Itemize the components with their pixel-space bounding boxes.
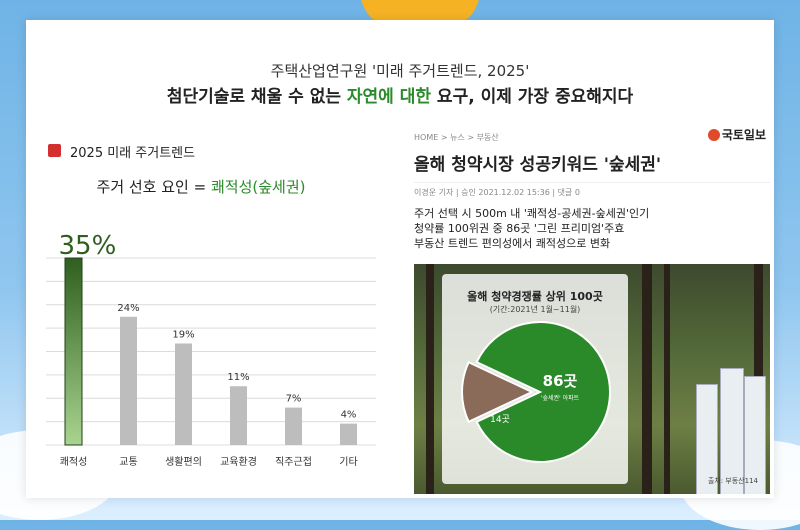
pie-source: 출처: 부동산114 [707, 477, 758, 485]
header-line2: 첨단기술로 채울 수 없는 자연에 대한 요구, 이제 가장 중요해지다 [26, 82, 774, 107]
category-label: 직주근접 [275, 456, 312, 468]
news-body-line: 부동산 트렌드 편의성에서 쾌적성으로 변화 [414, 237, 611, 250]
header-line2-post: 요구, 이제 가장 중요해지다 [431, 87, 634, 107]
bar-교통 [120, 316, 137, 445]
pie-main-value: 86곳 [543, 372, 578, 390]
bar-쾌적성 [64, 257, 83, 446]
pie-period: (기간:2021년 1월~11월) [489, 305, 581, 314]
breadcrumb[interactable]: HOME > 뉴스 > 부동산 [414, 133, 499, 142]
news-title[interactable]: 올해 청약시장 성공키워드 '숲세권' [414, 155, 662, 175]
category-label: 생활편의 [165, 455, 202, 468]
bar-value-label: 19% [172, 329, 194, 340]
apartment-building [696, 384, 718, 494]
tree-trunk [642, 264, 652, 494]
tree-trunk [664, 264, 670, 494]
news-meta: 이경운 기자 | 승인 2021.12.02 15:36 | 댓글 0 [414, 182, 770, 198]
news-body-line: 주거 선택 시 500m 내 '쾌적성-공세권-숲세권'인기 [414, 207, 650, 220]
bar-value-label: 4% [341, 410, 357, 421]
subtitle-pre: 주거 선호 요인 = [96, 178, 211, 196]
tree-trunk [426, 264, 434, 494]
legend-square-icon [48, 144, 61, 157]
category-label: 교통 [119, 456, 137, 468]
pie-main-sub: '숲세권' 아파트 [541, 394, 580, 402]
category-label: 교육환경 [220, 455, 257, 468]
apartment-building [744, 376, 766, 494]
bar-value-label: 24% [117, 303, 139, 314]
logo-icon [707, 129, 720, 141]
pie-title: 올해 청약경쟁률 상위 100곳 [467, 290, 603, 303]
header-line2-pre: 첨단기술로 채울 수 없는 [166, 87, 347, 107]
newspaper-logo: 국토일보 [707, 126, 766, 143]
bar-교육환경 [230, 386, 247, 445]
infographic-card: 주택산업연구원 '미래 주거트렌드, 2025' 첨단기술로 채울 수 없는 자… [26, 20, 774, 498]
newspaper-name: 국토일보 [721, 128, 766, 142]
apartment-building [720, 368, 744, 494]
pie-minor-value: 14곳 [490, 414, 510, 425]
bar-직주근접 [285, 407, 302, 445]
news-body: 주거 선택 시 500m 내 '쾌적성-공세권-숲세권'인기 청약률 100위권… [414, 206, 649, 251]
legend-label: 2025 미래 주거트렌드 [70, 146, 196, 161]
pie-panel: 올해 청약경쟁률 상위 100곳 (기간:2021년 1월~11월) 86곳 '숲… [442, 274, 628, 484]
bar-기타 [340, 423, 357, 445]
pie-chart: 86곳 '숲세권' 아파트 14곳 [461, 321, 611, 463]
category-label: 기타 [339, 456, 357, 468]
subtitle-highlight: 쾌적성(숲세권) [210, 178, 306, 196]
news-panel: HOME > 뉴스 > 부동산 국토일보 올해 청약시장 성공키워드 '숲세권'… [414, 128, 770, 494]
bar-value-label: 11% [227, 372, 249, 383]
category-label: 쾌적성 [60, 456, 88, 468]
news-body-line: 청약률 100위권 중 86곳 '그린 프리미엄'주효 [414, 222, 625, 235]
bar-value-label: 35% [59, 231, 117, 261]
bar-생활편의 [175, 343, 192, 445]
header-line2-highlight: 자연에 대한 [346, 87, 432, 107]
bar-chart: 35% 쾌적성 24% 교통 19% 생활편의 11% 교육환경 7% 직주근접 4% 기타 [46, 231, 376, 468]
bar-value-label: 7% [286, 394, 302, 405]
pie-slice-main [475, 321, 611, 463]
chart-subtitle: 주거 선호 요인 = 쾌적성(숲세권) [26, 176, 376, 197]
header-line1: 주택산업연구원 '미래 주거트렌드, 2025' [270, 62, 530, 80]
forest-photo: 올해 청약경쟁률 상위 100곳 (기간:2021년 1월~11월) 86곳 '숲… [414, 264, 770, 494]
pie-slice-minor [461, 360, 535, 424]
